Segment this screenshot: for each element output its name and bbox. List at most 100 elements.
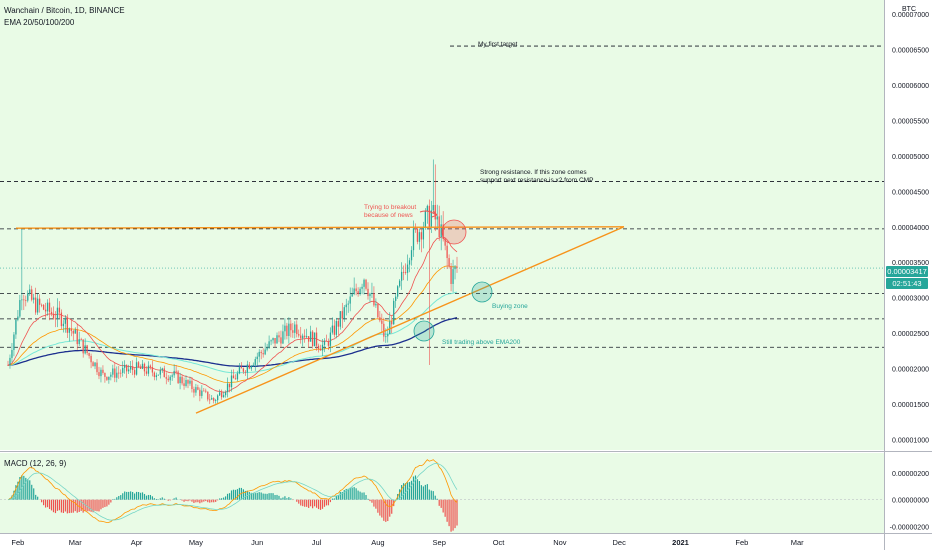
candle-body bbox=[203, 390, 205, 392]
candle-body bbox=[120, 372, 122, 374]
candle-body bbox=[379, 317, 381, 321]
candle-body bbox=[264, 349, 266, 355]
candle-body bbox=[290, 323, 292, 331]
candle-body bbox=[389, 321, 391, 335]
candle-body bbox=[191, 380, 193, 390]
candle-body bbox=[68, 328, 70, 333]
candle-body bbox=[369, 293, 371, 297]
candle-body bbox=[450, 266, 452, 284]
candle-body bbox=[361, 286, 363, 289]
candle-body bbox=[135, 362, 138, 375]
candle-body bbox=[333, 325, 336, 335]
candle-body bbox=[54, 318, 57, 320]
candle-body bbox=[17, 316, 19, 320]
candle-body bbox=[215, 400, 217, 401]
candle-body bbox=[177, 371, 179, 384]
candle-body bbox=[288, 323, 290, 337]
candle-body bbox=[25, 300, 27, 301]
price-tick-label: 0.00007000 bbox=[892, 12, 929, 19]
candle-body bbox=[78, 339, 80, 345]
price-tick-label: 0.00004000 bbox=[892, 225, 929, 232]
candle-body bbox=[365, 279, 367, 289]
resistance-note-line1: Strong resistance. If this zone comes bbox=[480, 169, 587, 176]
candle-body bbox=[341, 311, 343, 319]
candle-body bbox=[48, 302, 51, 312]
candle-body bbox=[9, 357, 11, 366]
candle-body bbox=[23, 299, 25, 301]
candle-body bbox=[82, 339, 84, 354]
candle-body bbox=[436, 216, 438, 220]
candle-body bbox=[456, 266, 458, 268]
candle-body bbox=[298, 334, 300, 336]
price-tick-label: 0.00001500 bbox=[892, 402, 929, 409]
candle-body bbox=[410, 250, 413, 261]
candle-body bbox=[367, 288, 369, 297]
candle-body bbox=[430, 210, 432, 227]
candle-body bbox=[246, 364, 248, 373]
candle-body bbox=[133, 370, 136, 375]
candle-body bbox=[86, 345, 88, 353]
candle-body bbox=[351, 294, 353, 297]
candle-body bbox=[27, 293, 29, 301]
candle-body bbox=[92, 362, 94, 367]
breakout-arrow bbox=[419, 210, 437, 216]
candle-body bbox=[88, 352, 90, 356]
candle-body bbox=[171, 375, 173, 377]
candle-body bbox=[58, 307, 61, 313]
candle-body bbox=[274, 338, 276, 344]
candle-body bbox=[98, 372, 100, 377]
price-tick-label: 0.00003000 bbox=[892, 296, 929, 303]
symbol-title: Wanchain / Bitcoin, 1D, BINANCE bbox=[4, 6, 125, 15]
candle-body bbox=[262, 353, 264, 355]
candle-body bbox=[161, 368, 163, 370]
candle-body bbox=[375, 303, 377, 306]
time-axis-label: Jun bbox=[251, 538, 263, 547]
candle-body bbox=[311, 331, 314, 347]
candle-body bbox=[7, 364, 9, 366]
candle-body bbox=[270, 340, 272, 342]
candle-body bbox=[100, 369, 102, 377]
candle-body bbox=[422, 227, 425, 240]
candle-body bbox=[116, 372, 118, 378]
candle-body bbox=[426, 205, 428, 212]
candle-body bbox=[112, 368, 114, 375]
time-axis-label: Feb bbox=[735, 538, 748, 547]
candle-body bbox=[104, 372, 106, 377]
candle-body bbox=[434, 205, 436, 220]
candle-body bbox=[452, 269, 454, 284]
price-tick-label: 0.00002000 bbox=[892, 367, 929, 374]
candle-body bbox=[248, 364, 250, 369]
candle-body bbox=[327, 341, 330, 346]
countdown-badge: 02:51:43 bbox=[886, 278, 928, 289]
candle-body bbox=[139, 366, 142, 369]
time-axis-label: Oct bbox=[493, 538, 506, 547]
time-axis-label: May bbox=[189, 538, 203, 547]
candle-body bbox=[232, 375, 235, 379]
candle-body bbox=[337, 321, 339, 327]
time-axis-label: Mar bbox=[791, 538, 804, 547]
candle-body bbox=[62, 323, 65, 327]
candle-body bbox=[80, 339, 82, 340]
time-axis-label: Aug bbox=[371, 538, 384, 547]
first-target-note: My first target bbox=[478, 41, 518, 48]
candle-body bbox=[381, 320, 383, 324]
candle-body bbox=[238, 367, 241, 374]
candle-body bbox=[313, 332, 316, 347]
breakout-note-line1: Trying to breakout bbox=[364, 204, 417, 211]
candle-body bbox=[37, 298, 39, 313]
time-axis-label: Dec bbox=[613, 538, 627, 547]
candle-body bbox=[448, 258, 450, 267]
candle-body bbox=[110, 374, 112, 377]
candle-body bbox=[167, 378, 169, 381]
candle-body bbox=[321, 344, 324, 351]
candle-body bbox=[272, 338, 274, 341]
candle-body bbox=[397, 286, 399, 297]
buying-zone-circle bbox=[471, 281, 493, 303]
candle-body bbox=[31, 289, 33, 300]
candle-body bbox=[400, 271, 403, 281]
candle-body bbox=[323, 340, 326, 345]
candle-body bbox=[343, 307, 345, 319]
candle-body bbox=[234, 378, 237, 380]
